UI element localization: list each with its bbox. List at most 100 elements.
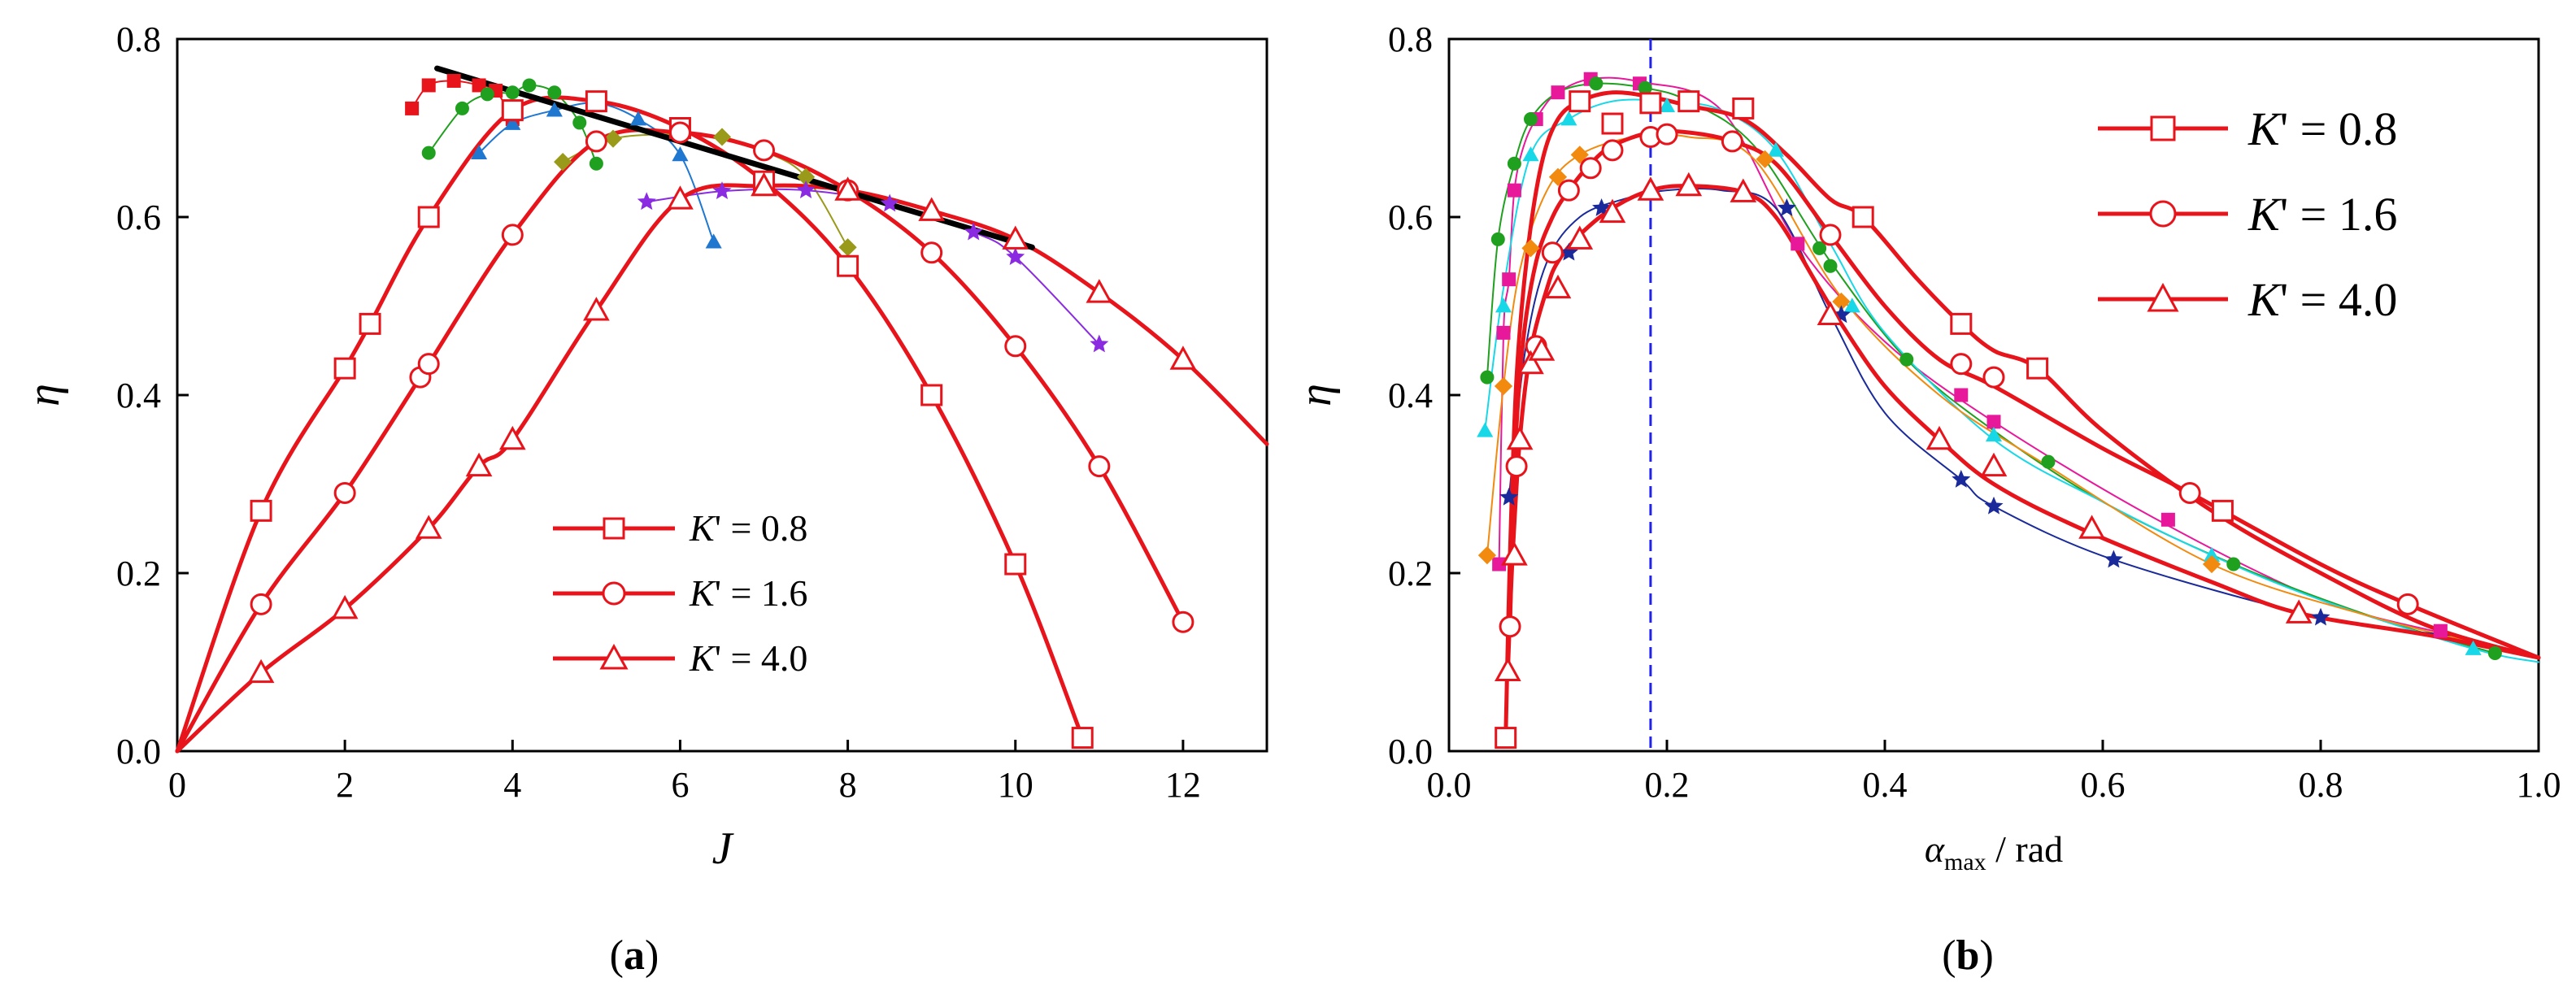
chart-b: 0.0 0.2 0.4 0.6 0.8 1.0 0.0 0.2 0.4 0.6 … <box>1290 20 2561 979</box>
chart-a-data-point <box>331 594 359 619</box>
chart-a-data-point <box>712 128 732 146</box>
legend-b-label-0: K' = 0.8 <box>2247 102 2397 155</box>
chart-a: 0 2 4 6 8 10 12 0.0 0.2 0.4 0.6 0.8 J η … <box>19 20 1269 979</box>
chart-a-ytick-label: 0.4 <box>116 376 161 415</box>
legend-b-k: K <box>2247 102 2282 155</box>
chart-b-data-point <box>2433 624 2448 638</box>
chart-b-data-point <box>1677 90 1700 113</box>
chart-b-yticks-marks <box>1449 37 1460 753</box>
chart-b-data-point <box>1522 146 1539 162</box>
chart-a-data-point <box>247 658 275 684</box>
chart-b-data-point <box>2285 599 2313 624</box>
chart-a-data-point <box>1086 279 1113 303</box>
chart-b-data-point <box>1601 139 1624 162</box>
chart-b-data-point <box>1658 97 1676 112</box>
legend-b-k: K <box>2247 188 2282 241</box>
legend-b-value: ' = 4.0 <box>2280 273 2398 326</box>
chart-b-data-point <box>2465 640 2482 655</box>
chart-a-series-line <box>175 95 1085 754</box>
chart-b-ytick-label: 0.4 <box>1388 376 1433 415</box>
chart-b-xlabel-unit: / rad <box>1986 828 2064 870</box>
chart-b-data-point <box>1521 239 1540 258</box>
chart-b-legend: K' = 0.8 K' = 1.6 K' = 4.0 <box>2098 102 2397 326</box>
chart-b-data-point <box>1980 452 2008 477</box>
chart-a-data-point <box>415 515 442 539</box>
chart-b-ytick-label: 0.6 <box>1388 198 1433 237</box>
chart-a-xtick-label: 6 <box>671 765 689 805</box>
legend-a-value: ' = 4.0 <box>715 637 808 679</box>
chart-b-xtick-label: 0.4 <box>1863 765 1908 805</box>
chart-a-data-point <box>480 87 494 102</box>
chart-a-xtick-label: 12 <box>1165 765 1201 805</box>
chart-b-data-point <box>1480 370 1495 385</box>
chart-b-xtick-label: 0.2 <box>1645 765 1690 805</box>
chart-a-ytick-label: 0.2 <box>116 554 161 593</box>
chart-b-ytick-label: 0.2 <box>1388 554 1433 593</box>
legend-a-label-0: K' = 0.8 <box>689 507 807 549</box>
caption-a-letter: a <box>624 932 645 979</box>
chart-b-data-point <box>1675 172 1703 197</box>
legend-b-label-1: K' = 1.6 <box>2247 188 2397 241</box>
chart-b-data-point <box>1551 85 1565 100</box>
chart-b-data-point <box>1490 232 1505 246</box>
chart-a-xtick-label: 4 <box>503 765 521 805</box>
chart-a-data-point <box>522 78 537 93</box>
chart-b-data-point <box>1499 487 1519 506</box>
chart-b-data-point <box>1954 388 1969 402</box>
chart-b-data-point <box>1496 325 1511 340</box>
chart-b-data-point <box>1599 198 1626 224</box>
chart-b-data-point <box>1952 469 1971 488</box>
chart-b-series-line <box>1486 133 2539 658</box>
chart-b-data-point <box>1517 350 1544 375</box>
chart-b-data-point <box>2078 515 2105 539</box>
chart-a-data-point <box>504 115 521 130</box>
chart-a-data-point <box>837 254 859 277</box>
chart-a-xtick-label: 0 <box>168 765 186 805</box>
chart-a-data-point <box>668 121 691 144</box>
chart-b-data-point <box>1495 727 1517 750</box>
chart-b-data-point <box>1982 366 2005 389</box>
chart-b-ylabel: η <box>1290 384 1341 406</box>
chart-a-xtick-label: 8 <box>839 765 857 805</box>
chart-b-data-point <box>1767 141 1785 157</box>
legend-b-k: K <box>2247 273 2282 326</box>
chart-b-caption: (b) <box>1942 932 1994 979</box>
chart-b-data-point <box>2041 454 2056 469</box>
chart-b-data-point <box>1730 178 1757 202</box>
chart-a-data-point <box>417 206 440 228</box>
chart-a-data-point <box>498 425 526 450</box>
chart-a-data-point <box>501 224 524 246</box>
chart-a-data-point <box>753 139 776 162</box>
chart-a-marker-layer <box>247 73 1197 750</box>
chart-a-data-point <box>603 129 623 148</box>
chart-a-data-point <box>589 156 603 171</box>
chart-b-data-point <box>1570 146 1589 164</box>
chart-a-data-point <box>629 111 646 126</box>
chart-b-data-point <box>1579 157 1602 180</box>
chart-a-data-point <box>751 172 777 197</box>
chart-a-data-point <box>920 241 943 264</box>
chart-b-data-point <box>1721 130 1743 153</box>
chart-b-data-point <box>1984 496 2004 515</box>
chart-b-data-point <box>1506 425 1534 450</box>
chart-b-xtick-label: 0.0 <box>1427 765 1472 805</box>
chart-b-data-point <box>1852 206 1874 228</box>
chart-b-data-point <box>1777 198 1796 216</box>
chart-a-data-point <box>1172 610 1194 633</box>
chart-b-data-point <box>1950 353 1973 376</box>
legend-b-value: ' = 1.6 <box>2280 188 2398 241</box>
caption-a-open: ( <box>610 932 624 979</box>
legend-a-value: ' = 1.6 <box>715 572 808 614</box>
chart-a-yticks-marks <box>177 37 189 753</box>
chart-a-data-point <box>465 452 493 477</box>
chart-b-data-point <box>1477 422 1494 437</box>
chart-b-data-point <box>1819 224 1842 246</box>
chart-b-xlabel: αmax / rad <box>1925 828 2063 876</box>
chart-b-xtick-label: 1.0 <box>2517 765 2561 805</box>
chart-a-data-point <box>554 153 572 172</box>
legend-a-k: K <box>689 507 716 549</box>
chart-b-data-point <box>1899 352 1914 367</box>
chart-b-data-point <box>2104 550 2123 568</box>
legend-a-square-icon <box>603 517 625 540</box>
chart-b-data-point <box>1477 545 1497 565</box>
